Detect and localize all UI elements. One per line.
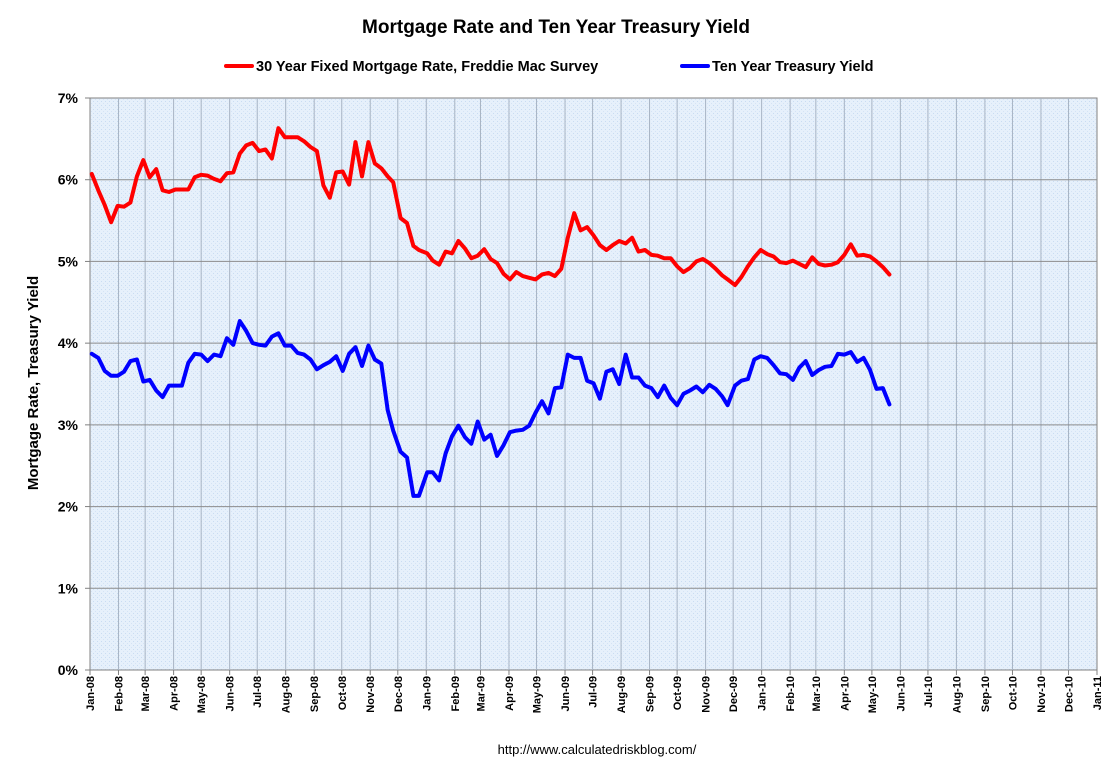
x-tick-label: Jul-09 bbox=[588, 676, 600, 708]
x-tick-label: Nov-09 bbox=[701, 676, 713, 713]
x-tick-label: Mar-08 bbox=[140, 676, 152, 711]
x-tick-label: Jun-10 bbox=[895, 676, 907, 711]
legend-label-treasury: Ten Year Treasury Yield bbox=[712, 59, 873, 75]
x-tick-label: Jul-08 bbox=[252, 676, 264, 708]
y-tick-label: 6% bbox=[58, 172, 79, 188]
x-tick-label: May-09 bbox=[532, 676, 544, 713]
x-tick-label: Dec-09 bbox=[728, 676, 740, 712]
x-tick-label: Oct-09 bbox=[672, 676, 684, 710]
x-tick-label: Apr-10 bbox=[839, 676, 851, 711]
x-tick-label: Aug-10 bbox=[951, 676, 963, 713]
x-tick-label: Sep-10 bbox=[980, 676, 992, 712]
x-tick-label: Dec-10 bbox=[1064, 676, 1076, 712]
x-tick-label: Jan-10 bbox=[757, 676, 769, 711]
x-tick-label: Sep-09 bbox=[645, 676, 657, 712]
x-tick-label: Mar-09 bbox=[475, 676, 487, 711]
x-tick-label: Jan-09 bbox=[421, 676, 433, 711]
x-tick-label: Feb-09 bbox=[450, 676, 462, 711]
x-tick-label: Jul-10 bbox=[923, 676, 935, 708]
y-tick-label: 1% bbox=[58, 580, 79, 596]
y-tick-label: 4% bbox=[58, 335, 79, 351]
x-tick-label: Aug-08 bbox=[281, 676, 293, 713]
series-line-mortgage-rate bbox=[89, 126, 892, 288]
y-axis-ticks: 0% 1% 2% 3% 4% 5% 6% 7% bbox=[58, 90, 90, 678]
x-tick-label: Feb-10 bbox=[785, 676, 797, 711]
source-url: http://www.calculatedriskblog.com/ bbox=[498, 742, 697, 757]
x-tick-label: May-10 bbox=[867, 676, 879, 713]
x-tick-label: Oct-10 bbox=[1007, 676, 1019, 710]
x-tick-label: Nov-08 bbox=[365, 676, 377, 713]
chart-title: Mortgage Rate and Ten Year Treasury Yiel… bbox=[362, 17, 750, 38]
x-tick-label: Sep-08 bbox=[309, 676, 321, 712]
y-tick-label: 7% bbox=[58, 90, 79, 106]
series-lines bbox=[89, 126, 892, 498]
x-axis-ticks: Jan-08 Feb-08 Mar-08 Apr-08 May-08 Jun-08 Jul-… bbox=[85, 670, 1104, 713]
x-tick-label: Dec-08 bbox=[393, 676, 405, 712]
legend: 30 Year Fixed Mortgage Rate, Freddie Mac… bbox=[224, 59, 873, 75]
x-tick-label: Jun-08 bbox=[225, 676, 237, 711]
y-tick-label: 3% bbox=[58, 417, 79, 433]
y-tick-label: 0% bbox=[58, 662, 79, 678]
y-tick-label: 5% bbox=[58, 253, 79, 269]
x-tick-label: Oct-08 bbox=[337, 676, 349, 710]
legend-label-mortgage: 30 Year Fixed Mortgage Rate, Freddie Mac… bbox=[256, 59, 598, 75]
x-tick-label: Mar-10 bbox=[811, 676, 823, 711]
x-tick-label: Feb-08 bbox=[113, 676, 125, 711]
x-tick-label: Apr-08 bbox=[169, 676, 181, 711]
x-tick-label: May-08 bbox=[196, 676, 208, 713]
x-tick-label: Apr-09 bbox=[504, 676, 516, 711]
x-tick-label: Aug-09 bbox=[616, 676, 628, 713]
y-tick-label: 2% bbox=[58, 499, 79, 515]
x-tick-label: Nov-10 bbox=[1036, 676, 1048, 713]
x-tick-label: Jan-08 bbox=[85, 676, 97, 711]
x-tick-label: Jan-11 bbox=[1092, 676, 1104, 710]
vertical-gridlines bbox=[117, 98, 1070, 670]
y-axis-label: Mortgage Rate, Treasury Yield bbox=[25, 276, 42, 490]
x-tick-label: Jun-09 bbox=[560, 676, 572, 711]
series-line-treasury-yield bbox=[89, 319, 892, 498]
